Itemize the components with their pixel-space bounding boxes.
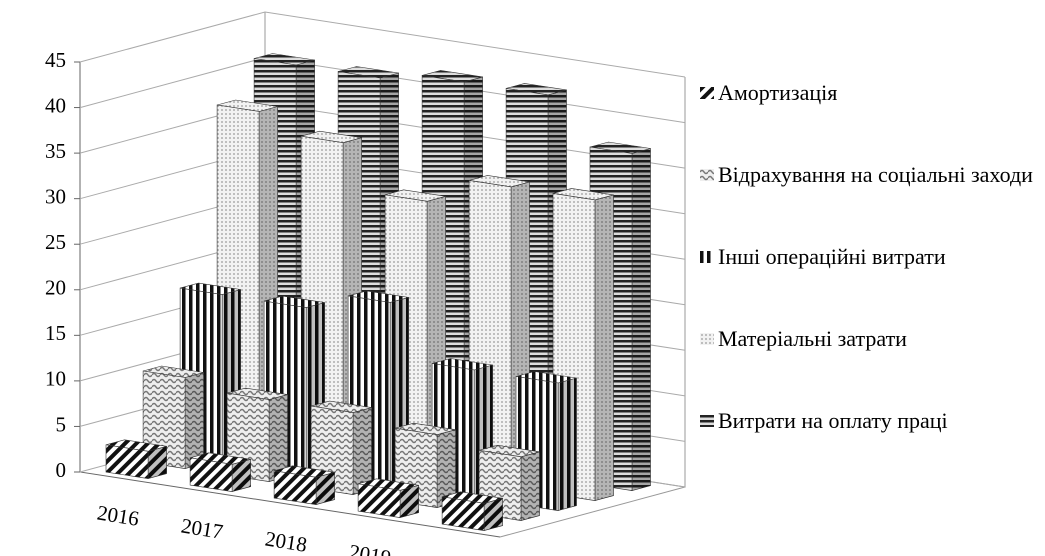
bar-side-shade — [353, 407, 372, 495]
legend-swatch — [700, 415, 714, 427]
y-tick-label: 10 — [45, 367, 66, 391]
legend-item: Відрахування на соціальні заходи — [700, 162, 1040, 244]
x-tick-label: 2016 — [96, 501, 141, 531]
chart: 0 5 10 15 20 25 30 35 40 45 2016 2017 2018 2019 2020 — [45, 11, 686, 556]
legend-swatch — [700, 87, 714, 99]
legend-key — [700, 251, 714, 263]
bar-side-shade — [316, 472, 335, 505]
bar-side-shade — [232, 459, 251, 492]
legend-label: Відрахування на соціальні заходи — [718, 162, 1033, 187]
grid-line — [79, 11, 686, 78]
y-tick-label: 0 — [56, 458, 67, 482]
bar — [105, 444, 149, 479]
legend-swatch — [700, 251, 714, 263]
bar-side-shade — [437, 429, 456, 508]
legend-label: Інші операційні витрати — [718, 244, 946, 269]
bar-side-shade — [632, 148, 651, 491]
bar-side-shade — [400, 485, 419, 518]
x-tick-label: 2019 — [348, 540, 393, 556]
legend-item: Витрати на оплату праці — [700, 408, 1040, 490]
legend-key — [700, 169, 714, 181]
bar — [441, 496, 485, 531]
legend-label: Амортизація — [718, 80, 838, 105]
bar — [357, 483, 401, 518]
legend-item: Матеріальні затрати — [700, 326, 1040, 408]
bar-side-shade — [185, 372, 204, 469]
x-tick-label: 2017 — [180, 514, 225, 544]
legend-key — [700, 333, 714, 345]
bar-side-shade — [558, 378, 577, 511]
y-tick-label: 25 — [45, 230, 66, 254]
bar — [189, 457, 233, 492]
legend-swatch — [700, 333, 714, 345]
legend-swatch — [700, 169, 714, 181]
bar — [273, 470, 317, 505]
legend-item: Інші операційні витрати — [700, 244, 1040, 326]
bar-side-shade — [595, 194, 614, 501]
y-tick-label: 15 — [45, 321, 66, 345]
y-tick-label: 30 — [45, 184, 66, 208]
legend-key — [700, 415, 714, 427]
y-tick-label: 35 — [45, 139, 66, 163]
bar-side-shade — [269, 394, 288, 482]
y-tick-label: 45 — [45, 48, 66, 72]
legend-item: Амортизація — [700, 80, 1040, 162]
y-tick-label: 40 — [45, 93, 66, 117]
bar-side-shade — [521, 451, 540, 521]
legend-label: Матеріальні затрати — [718, 326, 907, 351]
y-tick-label: 20 — [45, 276, 66, 300]
x-tick-label: 2020 — [432, 553, 477, 556]
x-tick-label: 2018 — [264, 527, 309, 556]
legend-key — [700, 87, 714, 99]
y-tick-label: 5 — [56, 412, 67, 436]
legend-label: Витрати на оплату праці — [718, 408, 948, 433]
bar-side-shade — [148, 446, 167, 479]
bar-side-shade — [484, 498, 503, 531]
floor-edge — [499, 486, 686, 538]
legend: Амортизація Відрахування на соціальні зах… — [700, 80, 1040, 490]
